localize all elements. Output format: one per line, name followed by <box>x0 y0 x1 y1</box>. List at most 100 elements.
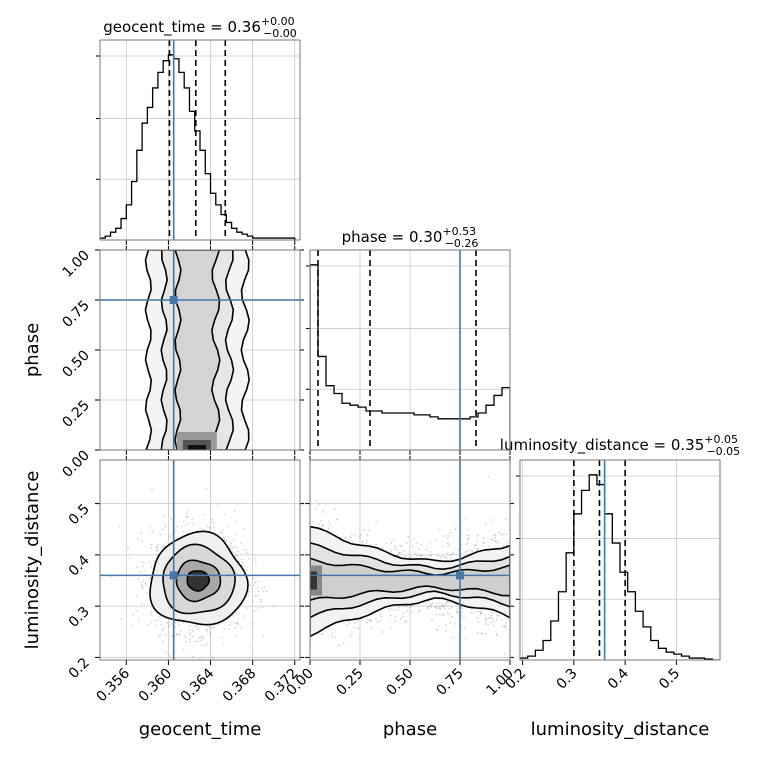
sample-point <box>375 618 377 620</box>
sample-point <box>146 592 149 594</box>
sample-point <box>354 622 357 624</box>
sample-point <box>415 554 418 557</box>
sample-point <box>153 620 156 622</box>
sample-point <box>440 556 442 559</box>
sample-point <box>399 551 401 554</box>
sample-point <box>390 549 393 552</box>
sample-point <box>244 289 247 292</box>
sample-point <box>403 555 406 558</box>
sample-point <box>243 615 245 617</box>
sample-point <box>221 529 224 532</box>
sample-point <box>439 607 442 610</box>
sample-point <box>366 622 368 624</box>
x-tick-label: 0.368 <box>220 666 260 706</box>
sample-point <box>236 546 238 549</box>
sample-point <box>476 535 478 537</box>
density-peak <box>310 571 317 590</box>
sample-point <box>254 557 256 560</box>
sample-point <box>233 509 236 512</box>
sample-point <box>376 621 379 624</box>
sample-point <box>399 544 402 547</box>
sample-point <box>150 610 153 613</box>
sample-point <box>135 595 138 597</box>
y-tick-label: 0.00 <box>59 448 92 481</box>
sample-point <box>141 587 144 589</box>
y-tick-label: 0.25 <box>59 398 92 431</box>
sample-point <box>429 554 431 557</box>
sample-point <box>505 544 508 547</box>
sample-point <box>412 538 415 541</box>
sample-point <box>489 617 492 620</box>
truth-marker <box>456 571 464 580</box>
y-tick-label: 0.5 <box>66 501 93 528</box>
sample-point <box>198 636 201 639</box>
sample-point <box>149 525 151 528</box>
sample-point <box>497 542 499 545</box>
sample-point <box>188 634 191 636</box>
sample-point <box>327 520 330 523</box>
sample-point <box>137 578 140 581</box>
sample-point <box>502 533 505 535</box>
sample-point <box>490 538 493 541</box>
sample-point <box>206 628 208 631</box>
sample-point <box>446 611 449 614</box>
sample-point <box>141 585 144 588</box>
histogram-step <box>520 474 720 660</box>
sample-point <box>481 612 484 615</box>
sample-point <box>419 554 421 556</box>
sample-point <box>237 550 240 552</box>
sample-point <box>491 611 494 614</box>
sample-point <box>205 487 208 490</box>
sample-point <box>445 630 447 633</box>
sample-point <box>329 523 332 525</box>
sample-point <box>221 532 224 535</box>
x-tick-label: 0.25 <box>333 666 366 699</box>
sample-point <box>485 633 488 635</box>
sample-point <box>222 643 225 646</box>
sample-point <box>222 536 224 539</box>
contour-line <box>186 570 211 592</box>
sample-point <box>468 537 470 540</box>
title-value: luminosity_distance = 0.35 <box>500 436 704 455</box>
sample-point <box>257 580 260 583</box>
sample-point <box>448 607 451 610</box>
truth-marker <box>169 296 178 304</box>
sample-point <box>460 625 463 627</box>
sample-point <box>135 609 138 612</box>
sample-point <box>502 544 505 547</box>
sample-point <box>252 553 255 556</box>
sample-point <box>451 553 454 555</box>
title-lower-error: −0.26 <box>445 237 479 250</box>
panel-phase-histogram <box>306 249 511 455</box>
sample-point <box>375 521 378 523</box>
sample-point <box>239 542 242 545</box>
sample-point <box>231 547 234 550</box>
sample-point <box>368 619 371 621</box>
sample-point <box>203 528 205 531</box>
sample-point <box>229 624 231 626</box>
sample-point <box>162 546 165 548</box>
sample-point <box>446 600 448 603</box>
sample-point <box>494 536 497 539</box>
sample-point <box>194 625 197 628</box>
sample-point <box>236 622 239 625</box>
sample-point <box>233 539 235 542</box>
sample-point <box>228 627 231 630</box>
sample-point <box>405 541 408 544</box>
sample-point <box>189 629 191 632</box>
sample-point <box>394 620 397 623</box>
sample-point <box>191 629 194 632</box>
sample-point <box>471 550 474 552</box>
sample-point <box>491 618 494 620</box>
sample-point <box>139 581 142 584</box>
sample-point <box>177 621 180 624</box>
sample-point <box>436 607 438 609</box>
y-tick-label: 0.3 <box>66 604 93 631</box>
sample-point <box>410 611 413 614</box>
sample-point <box>249 584 252 587</box>
sample-point <box>428 605 431 608</box>
sample-point <box>378 620 381 622</box>
sample-point <box>140 532 143 535</box>
sample-point <box>439 605 442 608</box>
sample-point <box>434 605 437 608</box>
